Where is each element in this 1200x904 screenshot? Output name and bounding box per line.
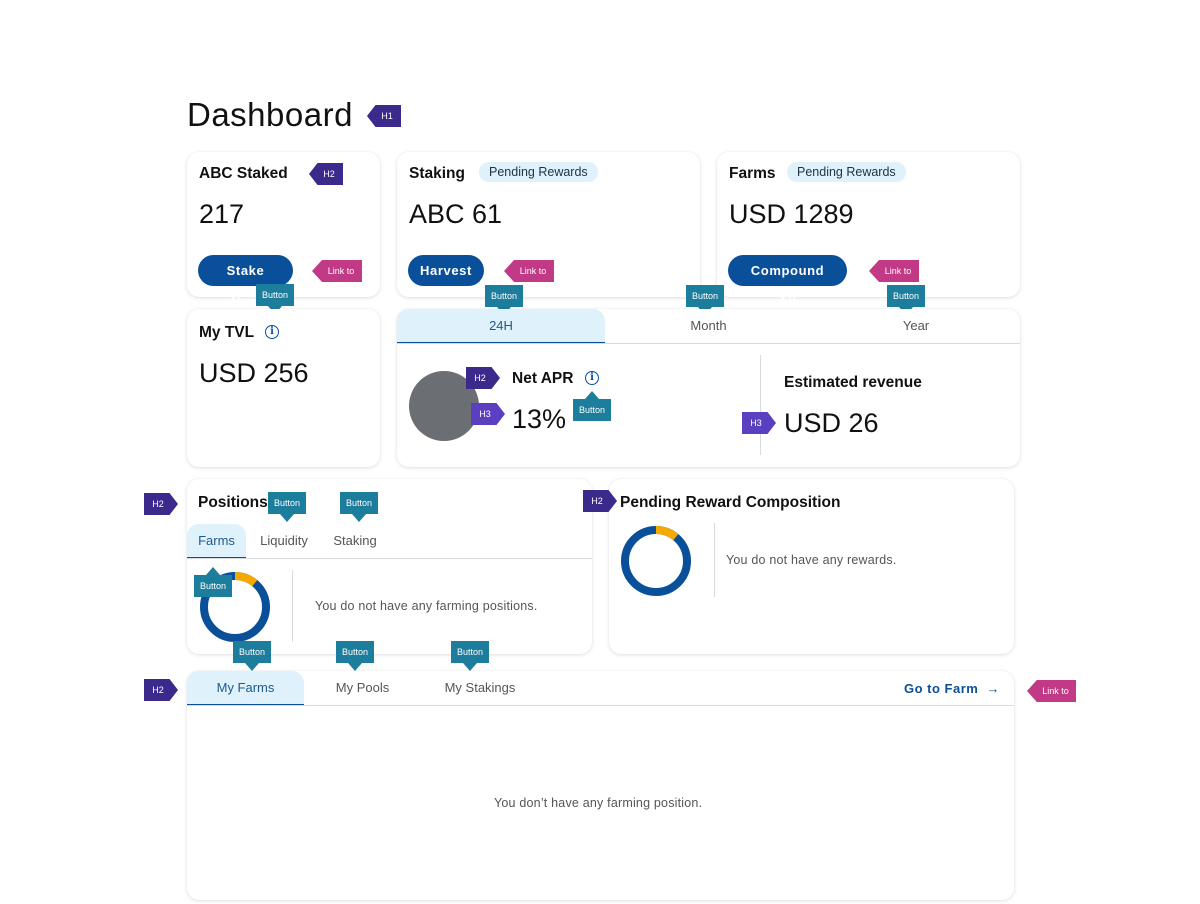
tab-divider [187, 558, 592, 559]
rewards-donut-chart [621, 526, 691, 596]
pending-rewards-badge: Pending Rewards [479, 162, 598, 182]
annotation-button: Button [887, 285, 925, 315]
annotation-link: Link to [504, 260, 554, 282]
annotation-button: Button [340, 492, 378, 522]
harvest-button[interactable]: Harvest [408, 255, 484, 286]
apr-title: Net APR [512, 370, 574, 387]
annotation-button: Button [573, 391, 611, 421]
donut-accent-segment [200, 572, 270, 642]
positions-divider [292, 570, 293, 642]
tab-my-farms[interactable]: My Farms [187, 671, 304, 706]
revenue-value: USD 26 [784, 408, 879, 438]
tab-staking[interactable]: Staking [333, 533, 377, 548]
apr-value: 13% [512, 404, 567, 434]
farms-title: Farms [729, 165, 776, 182]
revenue-title: Estimated revenue [784, 374, 922, 391]
annotation-button: Button [336, 641, 374, 671]
arrow-right-icon: → [986, 681, 1000, 696]
rewards-title: Pending Reward Composition [620, 494, 841, 511]
staking-title: Staking [409, 165, 465, 182]
rewards-card [609, 479, 1014, 654]
annotation-h2: H2 [466, 367, 500, 389]
abc-staked-value: 217 [199, 199, 245, 229]
donut-accent-segment [621, 526, 691, 596]
annotation-h2: H2 [144, 679, 178, 701]
tvl-value: USD 256 [199, 358, 309, 388]
go-to-farm-label: Go to Farm [904, 681, 979, 696]
tab-farms[interactable]: Farms [187, 524, 246, 559]
annotation-button: Button [485, 285, 523, 315]
annotation-h2: H2 [309, 163, 343, 185]
tab-divider [187, 705, 1014, 706]
staking-value: ABC 61 [409, 199, 503, 229]
tab-month[interactable]: Month [690, 318, 727, 333]
donut-track [621, 526, 691, 596]
page-title: Dashboard [187, 96, 353, 133]
compound-all-button[interactable]: Compound All [728, 255, 847, 309]
tab-my-pools[interactable]: My Pools [335, 680, 390, 695]
positions-donut-chart [200, 572, 270, 642]
positions-title: Positions [198, 494, 268, 511]
annotation-button: Button [268, 492, 306, 522]
farms-value: USD 1289 [729, 199, 854, 229]
pending-rewards-badge: Pending Rewards [787, 162, 906, 182]
annotation-h3: H3 [742, 412, 776, 434]
annotation-link: Link to [312, 260, 362, 282]
tab-liquidity[interactable]: Liquidity [260, 533, 308, 548]
tvl-card [187, 309, 380, 467]
apr-divider [760, 355, 761, 455]
positions-empty-text: You do not have any farming positions. [315, 599, 538, 613]
tab-24h[interactable]: 24H [397, 309, 605, 344]
stake-now-button[interactable]: Stake Now [198, 255, 293, 309]
tvl-title: My TVL [199, 324, 255, 341]
annotation-link: Link to [1027, 680, 1076, 702]
tab-my-stakings[interactable]: My Stakings [444, 680, 516, 695]
go-to-farm-link[interactable]: Go to Farm → [904, 681, 1000, 696]
annotation-h2: H2 [583, 490, 617, 512]
farms-table-card [187, 671, 1014, 900]
annotation-h1: H1 [367, 105, 401, 127]
tab-divider [397, 343, 1020, 344]
info-icon[interactable]: i [265, 325, 279, 339]
annotation-button: Button [256, 284, 294, 314]
rewards-divider [714, 523, 715, 597]
annotation-button: Button [686, 285, 724, 315]
info-icon[interactable]: i [585, 371, 599, 385]
farms-empty-text: You don’t have any farming position. [494, 796, 703, 810]
rewards-empty-text: You do not have any rewards. [726, 553, 897, 567]
annotation-h2: H2 [144, 493, 178, 515]
annotation-button: Button [194, 567, 232, 597]
positions-card [187, 479, 592, 654]
annotation-h3: H3 [471, 403, 505, 425]
tab-year[interactable]: Year [902, 318, 930, 333]
annotation-button: Button [233, 641, 271, 671]
annotation-button: Button [451, 641, 489, 671]
annotation-link: Link to [869, 260, 919, 282]
abc-staked-title: ABC Staked [199, 165, 288, 182]
